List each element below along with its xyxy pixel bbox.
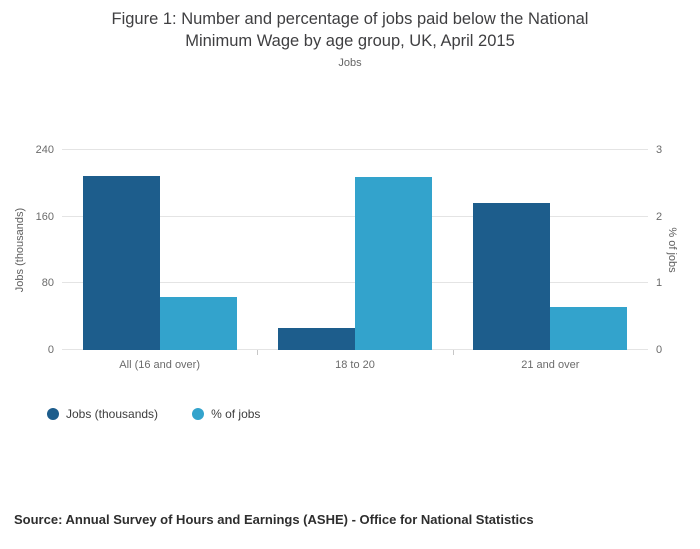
bar-groups [62, 150, 648, 350]
bar-jobs-thousands [82, 175, 160, 350]
left-tick-label: 160 [35, 210, 54, 223]
bar-jobs-thousands [277, 327, 355, 350]
left-tick-label: 0 [47, 344, 54, 356]
bar-group [62, 150, 257, 350]
source-text: Source: Annual Survey of Hours and Earni… [14, 512, 534, 527]
bar-pct-jobs [354, 176, 432, 350]
category-divider-tick [257, 350, 259, 355]
chart-title-line-1: Figure 1: Number and percentage of jobs … [111, 10, 589, 28]
right-tick-label: 2 [656, 210, 663, 223]
chart-title: Figure 1: Number and percentage of jobs … [0, 8, 700, 53]
right-axis-title: % of jobs [666, 227, 678, 273]
legend-item-jobs-thousands[interactable]: Jobs (thousands) [47, 407, 158, 421]
left-axis-title: Jobs (thousands) [14, 207, 26, 293]
category-label: All (16 and over) [119, 359, 201, 371]
category-labels: All (16 and over) 18 to 20 21 and over [62, 359, 648, 371]
right-tick-label: 0 [656, 344, 663, 356]
gridline [62, 149, 648, 150]
legend-label-pct-jobs: % of jobs [211, 407, 261, 421]
legend-dot-jobs-icon [47, 408, 59, 420]
legend-label-jobs-thousands: Jobs (thousands) [66, 407, 159, 421]
bar-group [453, 150, 648, 350]
chart-subtitle: Jobs [338, 57, 362, 69]
plot-area: 0 80 160 240 0 1 2 3 All (16 and over) 18 to 20 21… [36, 144, 662, 371]
chart-title-line-2: Minimum Wage by age group, UK, April 201… [185, 32, 515, 51]
bar-jobs-thousands [473, 203, 551, 350]
bar-pct-jobs [550, 306, 628, 350]
left-tick-label: 240 [35, 144, 54, 156]
right-tick-label: 1 [656, 277, 663, 290]
bar-group [257, 150, 452, 350]
legend: Jobs (thousands) % of jobs [47, 407, 260, 421]
category-divider-tick [452, 350, 454, 355]
category-label: 18 to 20 [335, 359, 375, 371]
left-tick-label: 80 [41, 277, 54, 290]
legend-dot-pct-icon [192, 408, 205, 420]
right-tick-label: 3 [656, 144, 663, 156]
category-label: 21 and over [521, 359, 580, 371]
legend-item-pct-jobs[interactable]: % of jobs [192, 407, 260, 421]
bar-pct-jobs [159, 296, 237, 350]
